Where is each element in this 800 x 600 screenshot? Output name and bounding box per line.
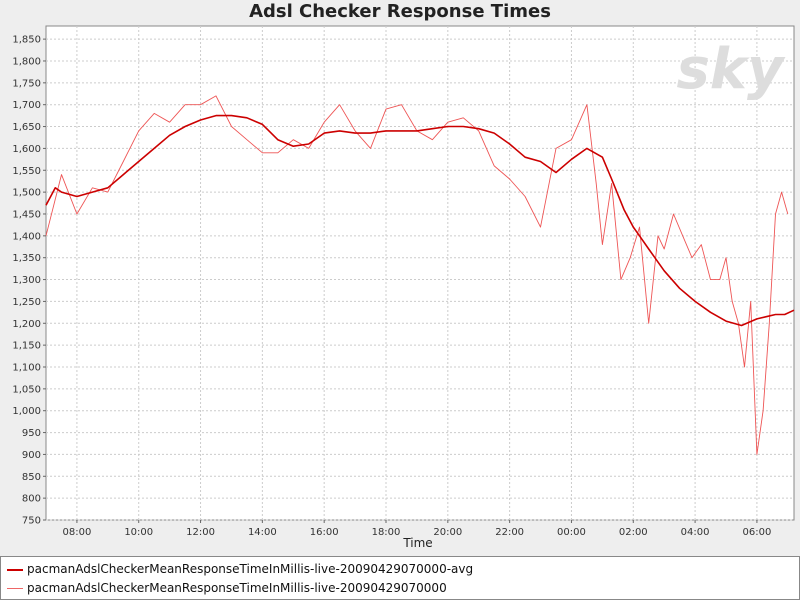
y-tick-label: 1,250	[12, 297, 41, 308]
y-tick-label: 1,550	[12, 166, 41, 177]
legend-swatch-avg	[7, 568, 23, 571]
series-layer	[45, 95, 795, 455]
x-axis: 08:00 10:00 12:00 14:00 16:00 18:00 20:00 22:00…	[62, 520, 771, 538]
legend-swatch-raw	[7, 588, 23, 589]
y-tick-label: 1,700	[12, 100, 41, 111]
x-tick-label: 22:00	[495, 527, 524, 538]
x-tick-label: 14:00	[248, 527, 277, 538]
y-tick-label: 1,750	[12, 78, 41, 89]
x-tick-label: 00:00	[557, 527, 586, 538]
y-tick-label: 1,650	[12, 122, 41, 133]
x-tick-label: 08:00	[62, 527, 91, 538]
grid	[46, 26, 794, 521]
x-tick-label: 04:00	[681, 527, 710, 538]
x-tick-label: 18:00	[372, 527, 401, 538]
y-tick-label: 800	[22, 494, 41, 505]
y-tick-label: 1,350	[12, 253, 41, 264]
y-tick-label: 1,300	[12, 275, 41, 286]
y-tick-label: 1,800	[12, 56, 41, 67]
y-tick-label: 850	[22, 472, 41, 483]
y-tick-label: 1,600	[12, 144, 41, 155]
y-tick-label: 1,450	[12, 209, 41, 220]
series-line-raw	[45, 95, 789, 455]
x-tick-label: 16:00	[310, 527, 339, 538]
watermark-logo: sky	[676, 37, 786, 102]
y-axis: 750 800 850 900 950 1,000 1,050 1,100 1,150 1,200…	[12, 35, 46, 527]
x-tick-label: 06:00	[742, 527, 771, 538]
legend-item-raw: pacmanAdslCheckerMeanResponseTimeInMilli…	[1, 578, 447, 598]
legend-label-raw: pacmanAdslCheckerMeanResponseTimeInMilli…	[27, 581, 447, 595]
x-tick-label: 12:00	[186, 527, 215, 538]
y-tick-label: 1,500	[12, 188, 41, 199]
y-tick-label: 1,400	[12, 231, 41, 242]
legend: pacmanAdslCheckerMeanResponseTimeInMilli…	[0, 556, 800, 600]
y-tick-label: 1,150	[12, 341, 41, 352]
legend-label-avg: pacmanAdslCheckerMeanResponseTimeInMilli…	[27, 562, 474, 576]
y-tick-label: 1,000	[12, 406, 41, 417]
plot-area	[45, 25, 795, 521]
x-tick-label: 02:00	[619, 527, 648, 538]
y-tick-label: 1,850	[12, 35, 41, 46]
x-tick-label: 10:00	[124, 527, 153, 538]
y-tick-label: 950	[22, 428, 41, 439]
chart-title: Adsl Checker Response Times	[249, 1, 551, 22]
y-tick-label: 1,100	[12, 362, 41, 373]
x-axis-label: Time	[402, 536, 432, 550]
x-tick-label: 20:00	[433, 527, 462, 538]
y-tick-label: 1,050	[12, 384, 41, 395]
chart: sky 750 800 850 900 950 1,000 1,050 1,100 1,150 1…	[12, 25, 795, 550]
y-tick-label: 750	[22, 516, 41, 527]
y-tick-label: 1,200	[12, 319, 41, 330]
series-line-avg	[45, 114, 795, 327]
y-tick-label: 900	[22, 450, 41, 461]
legend-item-avg: pacmanAdslCheckerMeanResponseTimeInMilli…	[1, 559, 473, 579]
